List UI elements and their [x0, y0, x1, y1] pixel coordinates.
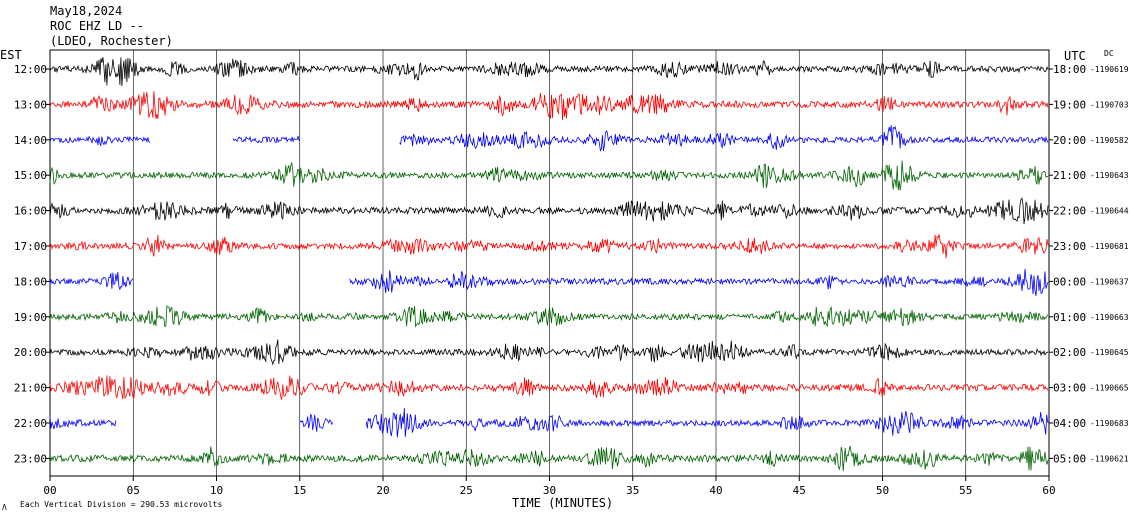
dc-value-1: -1190703 [1090, 100, 1129, 109]
utc-axis-title: UTC [1064, 49, 1086, 63]
dc-value-5: -1190681 [1090, 242, 1129, 251]
dc-value-11: -1190621 [1090, 454, 1129, 463]
trace-row-10-seg-1 [299, 413, 334, 432]
footnote-mark: Λ [2, 503, 7, 512]
trace-row-0-seg-0 [49, 57, 1049, 87]
dc-value-0: -1190619 [1090, 65, 1129, 74]
x-tick-label-00: 00 [43, 484, 56, 497]
trace-row-9-seg-0 [49, 375, 1049, 400]
trace-row-3-seg-0 [49, 160, 1048, 191]
trace-row-7-seg-0 [49, 305, 1049, 328]
x-tick-label-15: 15 [293, 484, 306, 497]
trace-row-8-seg-0 [49, 339, 1049, 366]
dc-value-8: -1190645 [1090, 348, 1129, 357]
dc-value-7: -1190663 [1090, 313, 1129, 322]
dc-value-3: -1190643 [1090, 171, 1129, 180]
trace-row-11-seg-0 [49, 445, 1049, 472]
utc-label-1: 19:00 [1053, 98, 1086, 111]
x-tick-label-35: 35 [626, 484, 639, 497]
chart-date: May18,2024 [50, 4, 123, 18]
x-axis-label: TIME (MINUTES) [512, 496, 614, 510]
utc-label-0: 18:00 [1053, 63, 1086, 76]
trace-row-2-seg-1 [232, 135, 300, 144]
dc-value-6: -1190637 [1090, 277, 1129, 286]
est-label-9: 21:00 [14, 382, 47, 395]
est-axis-title: EST [0, 48, 22, 62]
x-tick-label-40: 40 [709, 484, 722, 497]
utc-label-3: 21:00 [1053, 169, 1086, 182]
est-label-3: 15:00 [14, 169, 47, 182]
utc-label-9: 03:00 [1053, 382, 1086, 395]
x-tick-label-10: 10 [210, 484, 223, 497]
utc-label-2: 20:00 [1053, 134, 1086, 147]
scale-footnote: Each Vertical Division = 290.53 microvol… [20, 500, 223, 509]
trace-row-5-seg-0 [49, 234, 1049, 259]
trace-row-6-seg-1 [349, 268, 1049, 296]
x-tick-label-45: 45 [793, 484, 806, 497]
utc-label-8: 02:00 [1053, 346, 1086, 359]
trace-row-6-seg-0 [49, 271, 134, 291]
est-label-1: 13:00 [14, 98, 47, 111]
est-label-6: 18:00 [14, 275, 47, 288]
trace-row-2-seg-2 [399, 125, 1049, 152]
est-label-7: 19:00 [14, 311, 47, 324]
x-tick-label-25: 25 [460, 484, 473, 497]
trace-row-10-seg-2 [365, 407, 1049, 438]
est-label-5: 17:00 [14, 240, 47, 253]
est-label-10: 22:00 [14, 417, 47, 430]
dc-value-2: -1190582 [1090, 136, 1129, 145]
x-tick-label-55: 55 [959, 484, 972, 497]
utc-label-11: 05:00 [1053, 452, 1086, 465]
est-label-8: 20:00 [14, 346, 47, 359]
est-label-11: 23:00 [14, 452, 47, 465]
x-tick-label-50: 50 [876, 484, 889, 497]
x-tick-label-20: 20 [376, 484, 389, 497]
station-id: ROC EHZ LD -- [50, 19, 144, 33]
utc-label-10: 04:00 [1053, 417, 1086, 430]
trace-row-4-seg-0 [49, 197, 1049, 225]
network-name: (LDEO, Rochester) [50, 34, 173, 48]
x-tick-label-30: 30 [543, 484, 556, 497]
dc-value-10: -1190683 [1090, 419, 1129, 428]
dc-value-4: -1190644 [1090, 207, 1129, 216]
utc-label-4: 22:00 [1053, 205, 1086, 218]
dc-value-9: -1190665 [1090, 384, 1129, 393]
x-tick-label-05: 05 [127, 484, 140, 497]
est-label-0: 12:00 [14, 63, 47, 76]
trace-row-1-seg-0 [49, 91, 1049, 121]
est-label-2: 14:00 [14, 134, 47, 147]
utc-label-7: 01:00 [1053, 311, 1086, 324]
utc-label-5: 23:00 [1053, 240, 1086, 253]
utc-label-6: 00:00 [1053, 275, 1086, 288]
dc-label: DC [1104, 49, 1114, 58]
x-tick-label-60: 60 [1042, 484, 1055, 497]
trace-row-10-seg-0 [49, 416, 117, 430]
est-label-4: 16:00 [14, 205, 47, 218]
trace-row-2-seg-0 [49, 135, 151, 147]
